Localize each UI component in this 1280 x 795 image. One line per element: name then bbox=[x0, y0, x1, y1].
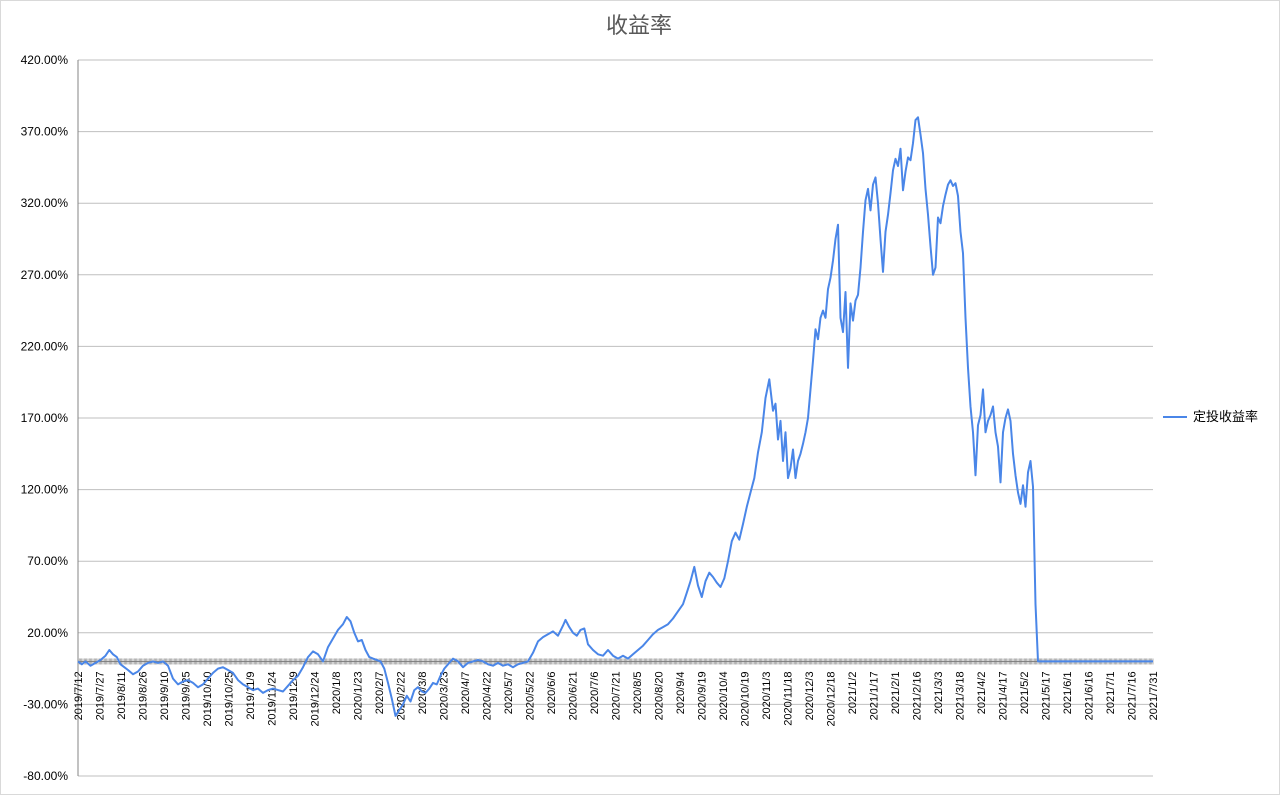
x-tick-label: 2019/7/27 bbox=[95, 671, 107, 720]
x-tick-label: 2020/11/18 bbox=[783, 671, 795, 725]
x-tick-label: 2021/3/3 bbox=[933, 671, 945, 714]
y-tick-label: -30.00% bbox=[23, 697, 68, 711]
x-tick-label: 2020/8/20 bbox=[654, 671, 666, 720]
x-tick-label: 2020/9/19 bbox=[697, 671, 709, 720]
x-tick-label: 2019/10/25 bbox=[224, 671, 236, 726]
x-tick-label: 2020/6/21 bbox=[568, 671, 580, 720]
x-tick-label: 2019/11/9 bbox=[245, 671, 257, 719]
x-tick-label: 2020/10/4 bbox=[718, 671, 730, 720]
x-tick-label: 2020/6/6 bbox=[546, 671, 558, 714]
x-tick-label: 2021/7/16 bbox=[1127, 671, 1139, 720]
y-axis-ticks: -80.00% -30.00% 20.00% 70.00% 120.00% 170.00%… bbox=[21, 53, 69, 783]
x-tick-label: 2020/5/22 bbox=[525, 671, 537, 720]
y-tick-label: 320.00% bbox=[21, 196, 69, 210]
x-tick-label: 2021/4/2 bbox=[976, 671, 988, 714]
x-tick-label: 2020/12/3 bbox=[804, 671, 816, 720]
x-tick-label: 2021/6/1 bbox=[1062, 671, 1074, 714]
x-tick-label: 2021/5/17 bbox=[1041, 671, 1053, 720]
x-tick-label: 2019/8/11 bbox=[116, 671, 128, 719]
x-axis-minor-ticks bbox=[77, 658, 1154, 665]
x-tick-label: 2020/7/21 bbox=[611, 671, 623, 720]
x-tick-label: 2020/4/7 bbox=[460, 671, 472, 714]
x-tick-label: 2020/2/7 bbox=[374, 671, 386, 714]
legend: 定投收益率 bbox=[1163, 409, 1258, 425]
x-tick-label: 2019/11/24 bbox=[267, 671, 279, 725]
x-tick-label: 2019/9/10 bbox=[159, 671, 171, 720]
x-tick-label: 2021/4/17 bbox=[998, 671, 1010, 720]
x-tick-label: 2020/1/23 bbox=[353, 671, 365, 720]
series-layer bbox=[77, 116, 1153, 717]
y-tick-label: 120.00% bbox=[21, 483, 69, 497]
x-tick-label: 2021/7/31 bbox=[1148, 671, 1160, 720]
chart-title: 收益率 bbox=[606, 14, 672, 39]
y-tick-label: 270.00% bbox=[21, 268, 69, 282]
x-tick-label: 2019/10/10 bbox=[202, 671, 214, 726]
series-line-dingtou bbox=[77, 116, 1153, 717]
y-tick-label: 70.00% bbox=[27, 554, 68, 568]
gridlines bbox=[77, 59, 1154, 777]
y-tick-label: 170.00% bbox=[21, 411, 69, 425]
legend-label: 定投收益率 bbox=[1193, 409, 1258, 425]
x-tick-label: 2021/3/18 bbox=[955, 671, 967, 720]
x-tick-label: 2019/7/12 bbox=[73, 671, 85, 720]
x-tick-label: 2021/5/2 bbox=[1019, 671, 1031, 714]
y-tick-label: 220.00% bbox=[21, 339, 69, 353]
x-tick-label: 2020/4/22 bbox=[482, 671, 494, 720]
x-tick-label: 2020/10/19 bbox=[740, 671, 752, 726]
x-tick-label: 2020/11/3 bbox=[761, 671, 773, 719]
y-tick-label: -80.00% bbox=[23, 769, 68, 783]
x-tick-label: 2019/9/25 bbox=[181, 671, 193, 720]
x-tick-label: 2021/7/1 bbox=[1105, 671, 1117, 714]
x-tick-label: 2020/12/18 bbox=[826, 671, 838, 726]
y-tick-label: 20.00% bbox=[27, 626, 68, 640]
y-tick-label: 370.00% bbox=[21, 125, 69, 139]
x-tick-label: 2020/1/8 bbox=[331, 671, 343, 714]
x-axis-ticks: 2019/7/12 2019/7/27 2019/8/11 2019/8/26 2019… bbox=[73, 671, 1160, 726]
x-tick-label: 2021/1/17 bbox=[869, 671, 881, 720]
x-tick-label: 2021/2/1 bbox=[890, 671, 902, 714]
x-tick-label: 2020/2/22 bbox=[396, 671, 408, 720]
x-tick-label: 2020/7/6 bbox=[589, 671, 601, 714]
x-tick-label: 2021/2/16 bbox=[912, 671, 924, 720]
x-tick-label: 2020/9/4 bbox=[675, 671, 687, 714]
x-tick-label: 2020/8/5 bbox=[632, 671, 644, 714]
x-tick-label: 2020/5/7 bbox=[503, 671, 515, 714]
x-tick-label: 2021/1/2 bbox=[847, 671, 859, 714]
x-tick-label: 2020/3/23 bbox=[439, 671, 451, 720]
x-tick-label: 2019/8/26 bbox=[138, 671, 150, 720]
y-tick-label: 420.00% bbox=[21, 53, 69, 67]
x-tick-label: 2019/12/24 bbox=[310, 671, 322, 726]
x-tick-label: 2021/6/16 bbox=[1084, 671, 1096, 720]
